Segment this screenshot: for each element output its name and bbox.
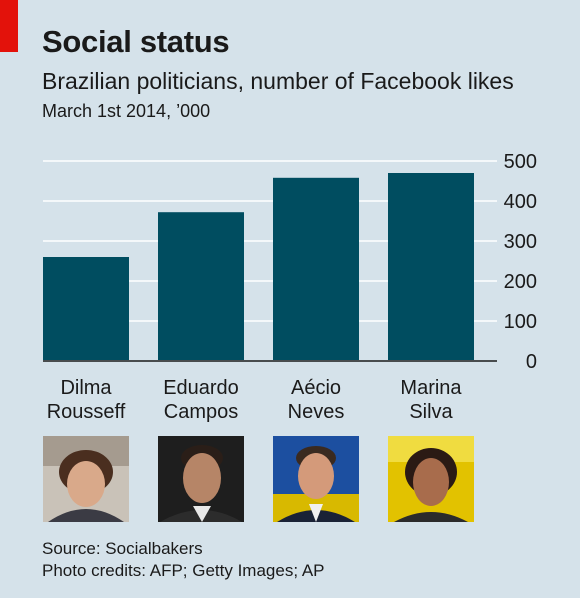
y-tick-label: 100 — [504, 311, 537, 333]
source-note: Source: Socialbakers Photo credits: AFP;… — [42, 538, 325, 582]
y-tick-label: 200 — [504, 271, 537, 293]
chart-subtitle: Brazilian politicians, number of Faceboo… — [42, 68, 514, 94]
y-tick-label: 0 — [526, 351, 537, 370]
photo-credits-text: Photo credits: AFP; Getty Images; AP — [42, 561, 325, 580]
category-label-dilma-rousseff: Dilma Rousseff — [31, 376, 141, 424]
category-label-line: Campos — [163, 401, 239, 423]
bar-eduardo-campos — [158, 212, 244, 360]
brand-red-tab — [0, 0, 18, 52]
bar-chart: 0 100 200 300 400 500 — [43, 151, 537, 370]
category-label-line: Neves — [287, 401, 345, 423]
bar-a-cio-neves — [273, 177, 359, 360]
y-tick-label: 500 — [504, 151, 537, 173]
category-label-line: Eduardo — [163, 377, 239, 399]
bar-dilma-rousseff — [43, 257, 129, 360]
category-label-line: Marina — [400, 377, 462, 399]
chart-date-unit: March 1st 2014, ’000 — [42, 101, 211, 121]
photo-marina-silva — [388, 436, 474, 522]
y-tick-label: 400 — [504, 191, 537, 213]
bar-marina-silva — [388, 173, 474, 360]
source-text: Source: Socialbakers — [42, 539, 203, 558]
photo-eduardo-campos — [158, 436, 244, 522]
photo-dilma-rousseff — [43, 436, 129, 522]
category-label-eduardo-campos: Eduardo Campos — [146, 376, 256, 424]
category-label-line: Silva — [409, 401, 453, 423]
category-label-line: Aécio — [290, 377, 342, 399]
category-label-marina-silva: Marina Silva — [376, 376, 486, 424]
category-label-line: Rousseff — [46, 401, 126, 423]
y-tick-label: 300 — [504, 231, 537, 253]
category-label-aecio-neves: Aécio Neves — [261, 376, 371, 424]
photo-aecio-neves — [273, 436, 359, 522]
category-label-line: Dilma — [60, 377, 112, 399]
chart-title: Social status — [42, 24, 230, 59]
